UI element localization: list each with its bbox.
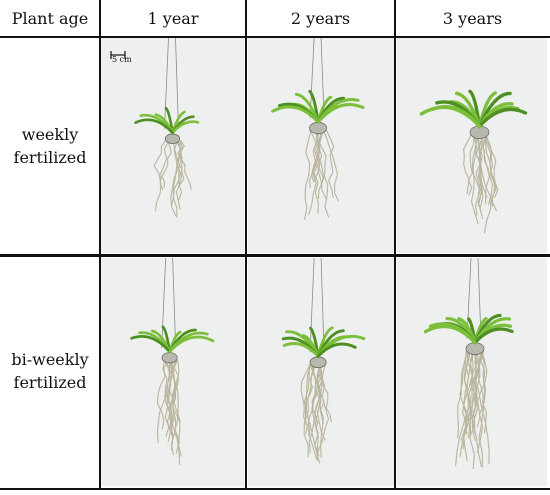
orchid-plant-image	[271, 38, 365, 220]
row-label-weekly-line2: fertilized	[13, 148, 87, 167]
grid-line-col2	[245, 0, 247, 490]
grid-line-bottom	[0, 488, 550, 490]
header-plant-age: Plant age	[11, 8, 89, 28]
row-label-bi-weekly-line2: fertilized	[13, 373, 87, 392]
grid-line-col1	[99, 0, 101, 490]
photo-weekly-3-years	[397, 38, 547, 253]
orchid-plant-image	[281, 258, 366, 464]
row-label-weekly: weekly fertilized	[0, 38, 100, 254]
header-3-years: 3 years	[442, 8, 503, 28]
orchid-plant-image	[130, 258, 215, 465]
photo-biweekly-1-year	[101, 258, 244, 486]
row-label-bi-weekly: bi-weekly fertilized	[0, 256, 100, 486]
scale-bar-label: 5 cm	[112, 55, 132, 64]
row-label-bi-weekly-line1: bi-weekly	[11, 350, 89, 369]
grid-line-middle	[0, 254, 550, 257]
grid-line-col3	[394, 0, 396, 490]
photo-weekly-2-years	[248, 38, 394, 253]
grid-line-header	[0, 36, 550, 38]
orchid-plant-image	[423, 258, 514, 469]
orchid-plant-image	[419, 89, 528, 234]
photo-biweekly-2-years	[248, 258, 394, 486]
header-1-year: 1 year	[147, 8, 199, 28]
row-label-weekly-line1: weekly	[21, 125, 79, 144]
orchid-plant-image	[134, 38, 200, 218]
header-2-years: 2 years	[290, 8, 351, 28]
photo-weekly-1-year	[101, 38, 244, 253]
photo-biweekly-3-years	[397, 258, 547, 486]
scale-bar-icon	[110, 44, 126, 63]
